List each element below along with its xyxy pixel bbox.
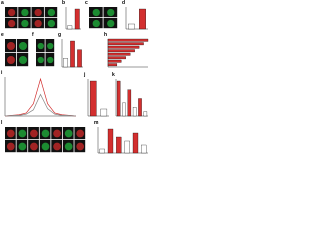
- bar: [139, 8, 146, 30]
- panel-label: m: [94, 120, 99, 126]
- bar: [107, 45, 140, 49]
- bar: [107, 56, 126, 60]
- bar: [128, 23, 135, 30]
- cell-signal: [53, 142, 61, 151]
- panel-label: a: [1, 0, 4, 6]
- cell-signal: [7, 19, 16, 28]
- cell-signal: [30, 142, 38, 151]
- bar: [100, 108, 108, 117]
- cell-signal: [41, 129, 50, 138]
- bar: [89, 80, 97, 117]
- bar: [132, 132, 139, 154]
- cell-signal: [6, 129, 15, 138]
- bar: [127, 89, 132, 117]
- cell-signal: [92, 8, 100, 17]
- bar: [116, 80, 121, 117]
- cell-signal: [47, 56, 54, 64]
- bar: [107, 52, 131, 56]
- bar: [99, 148, 105, 154]
- cell-signal: [107, 19, 115, 28]
- bar: [67, 25, 73, 30]
- cell-signal: [64, 142, 73, 151]
- panel-label: e: [1, 32, 4, 38]
- panel-label: g: [58, 32, 61, 38]
- cell-signal: [92, 19, 100, 28]
- bar: [107, 59, 122, 63]
- cell-signal: [6, 142, 15, 151]
- panel-label: b: [62, 0, 65, 6]
- panel-label: c: [85, 0, 88, 6]
- panel-label: d: [122, 0, 125, 6]
- bar: [107, 128, 114, 154]
- bar: [77, 49, 82, 68]
- cell-signal: [47, 19, 56, 28]
- panel-label: l: [1, 120, 3, 126]
- line-series: [4, 77, 77, 117]
- bar: [107, 63, 118, 67]
- panel-label: f: [32, 32, 34, 38]
- cell-signal: [64, 129, 73, 138]
- cell-signal: [21, 8, 29, 17]
- cell-signal: [47, 8, 56, 17]
- cell-signal: [18, 129, 27, 138]
- panel-label: k: [112, 72, 115, 78]
- cell-signal: [7, 42, 15, 50]
- bar: [138, 98, 142, 117]
- cell-signal: [30, 129, 38, 138]
- figure: a b c d e f g h i j k l m: [1, 0, 149, 154]
- bar: [122, 102, 126, 117]
- cell-signal: [41, 142, 50, 151]
- cell-signal: [76, 129, 85, 138]
- bar: [70, 40, 75, 68]
- cell-signal: [53, 129, 61, 138]
- cell-signal: [34, 8, 42, 17]
- cell-signal: [21, 19, 29, 28]
- bar: [124, 140, 130, 154]
- panel-label: h: [104, 32, 107, 38]
- cell-signal: [37, 42, 44, 50]
- bar: [107, 42, 144, 46]
- bar: [107, 49, 135, 53]
- cell-signal: [7, 56, 15, 64]
- bar: [74, 8, 80, 30]
- cell-signal: [107, 8, 115, 17]
- page: {"panels":[ {"label":"a"},{"label":"b","…: [0, 0, 150, 155]
- cell-signal: [19, 42, 27, 50]
- cell-signal: [37, 56, 44, 64]
- bar: [141, 144, 147, 154]
- bar: [143, 111, 148, 117]
- panel-label: i: [1, 70, 3, 76]
- cell-signal: [47, 42, 54, 50]
- cell-signal: [76, 142, 85, 151]
- cell-signal: [7, 8, 16, 17]
- bar: [132, 107, 137, 117]
- cell-signal: [18, 142, 27, 151]
- panel-label: j: [83, 72, 86, 78]
- line-series: [4, 93, 77, 117]
- bar: [116, 136, 122, 154]
- bar: [63, 58, 68, 68]
- cell-signal: [19, 56, 27, 64]
- cell-signal: [34, 19, 42, 28]
- bar: [107, 38, 149, 42]
